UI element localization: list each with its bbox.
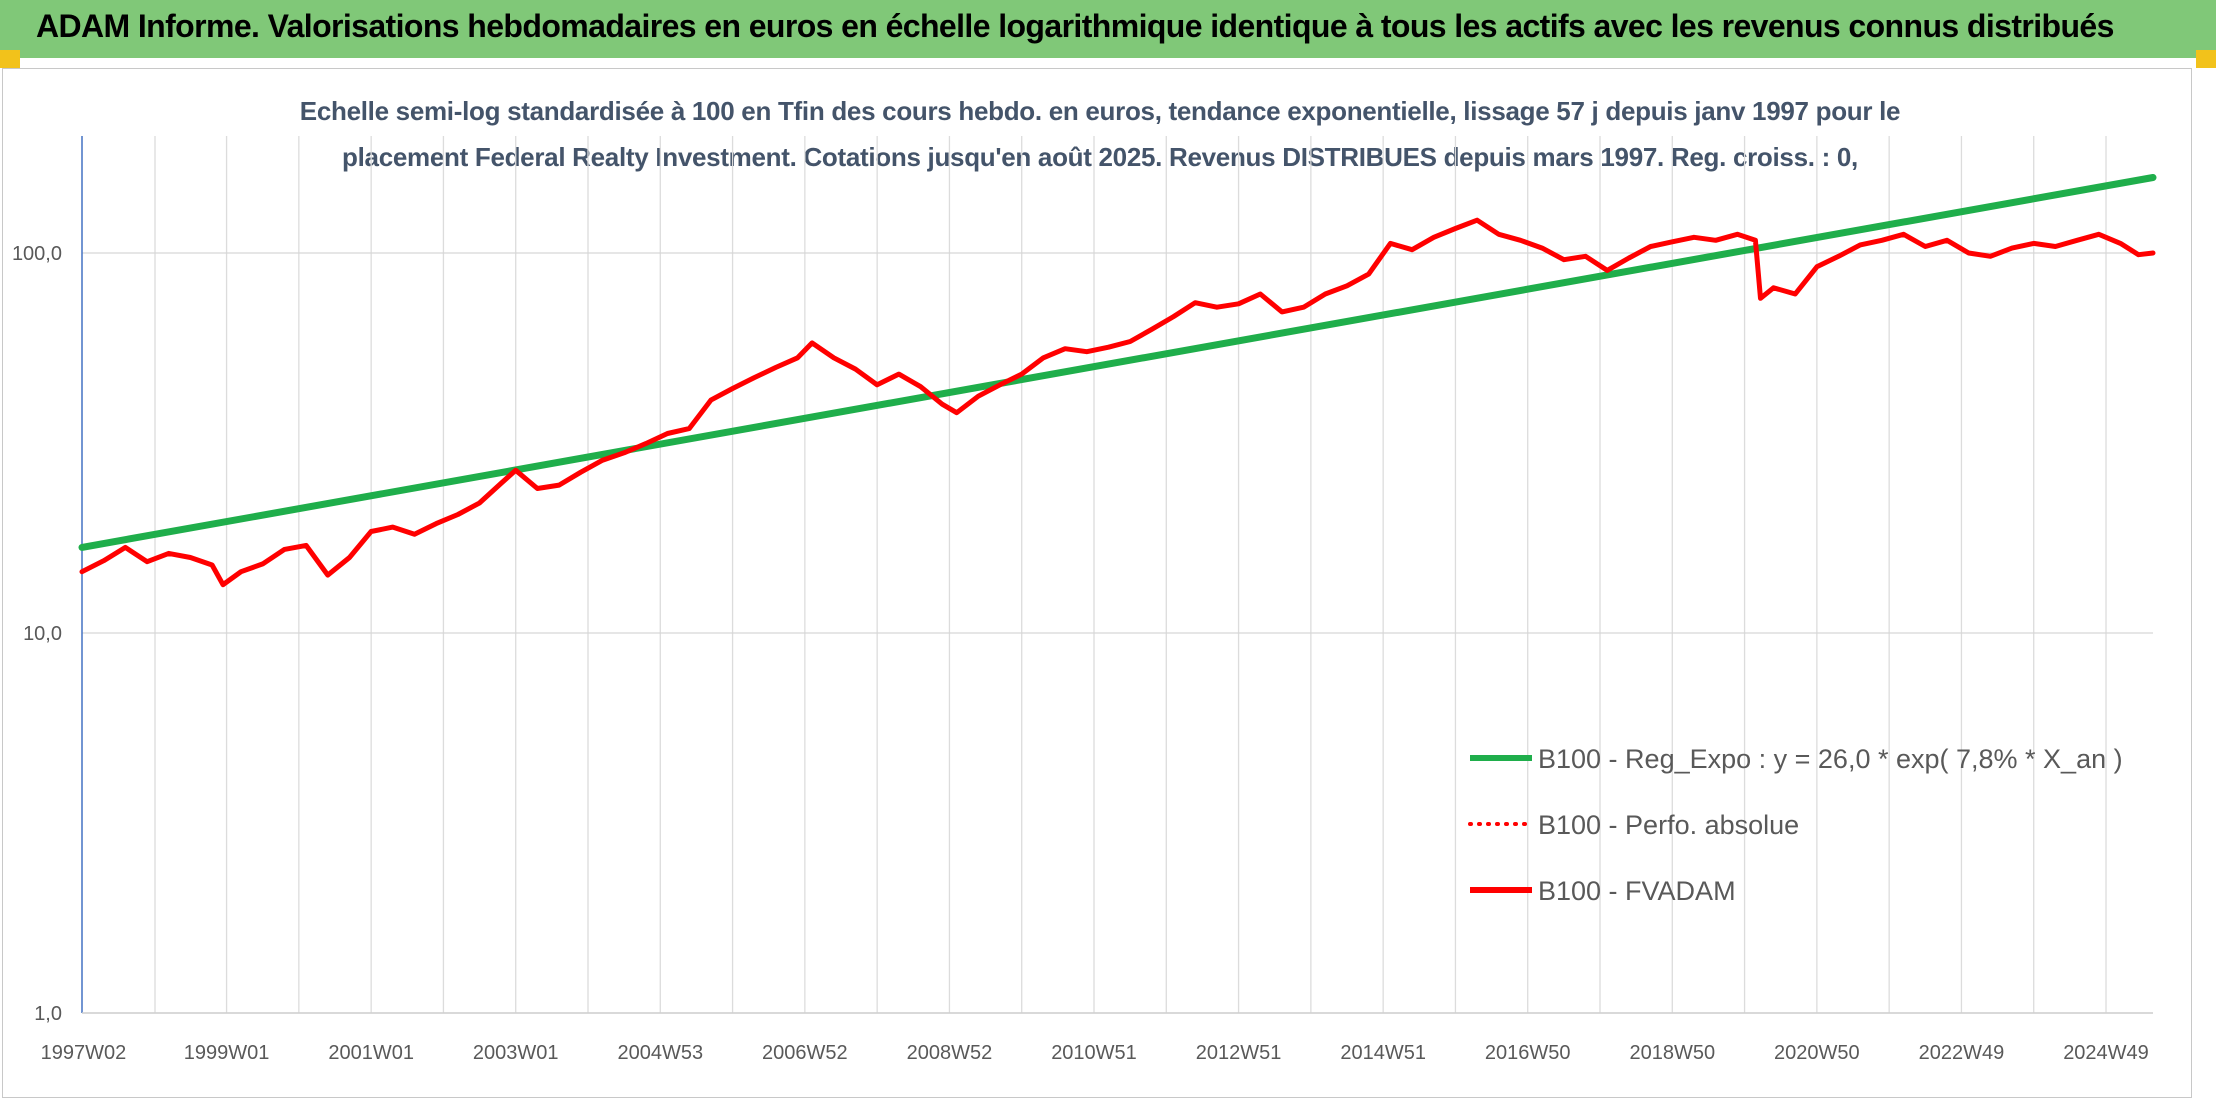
chart-title-line-1: Echelle semi-log standardisée à 100 en T…: [299, 96, 1901, 126]
series-line-0: [78, 174, 2157, 551]
y-tick-label: 1,0: [34, 1003, 62, 1025]
x-tick-label: 2018W50: [1629, 1042, 1715, 1064]
chart-title-line-2: placement Federal Realty Investment. Cot…: [342, 142, 1858, 172]
x-tick-labels: 1997W02 1999W01 2001W01 2003W01 2004W53 2006W…: [41, 1042, 2149, 1064]
x-tick-label: 2004W53: [617, 1042, 703, 1064]
x-tick-label: 2012W51: [1196, 1042, 1282, 1064]
legend-label-1: B100 - Perfo. absolue: [1538, 810, 1799, 840]
y-tick-labels: 1,0 10,0 100,0: [12, 243, 62, 1025]
x-tick-label: 1997W02: [41, 1042, 127, 1064]
axes: [81, 136, 2153, 1014]
x-tick-label: 2001W01: [328, 1042, 414, 1064]
corner-marker-left: [0, 50, 20, 68]
x-tick-label: 2003W01: [473, 1042, 559, 1064]
chart-frame: [2, 68, 2192, 1098]
x-tick-label: 2016W50: [1485, 1042, 1571, 1064]
corner-marker-right: [2196, 50, 2216, 68]
series-layer: [78, 174, 2157, 588]
chart-legend: B100 - Reg_Expo : y = 26,0 * exp( 7,8% *…: [1468, 744, 2123, 906]
x-tick-label: 2020W50: [1774, 1042, 1860, 1064]
series-line-2: [79, 217, 2156, 588]
legend-label-0: B100 - Reg_Expo : y = 26,0 * exp( 7,8% *…: [1538, 744, 2123, 774]
legend-label-2: B100 - FVADAM: [1538, 876, 1736, 906]
x-tick-label: 2014W51: [1340, 1042, 1426, 1064]
report-title: ADAM Informe. Valorisations hebdomadaire…: [36, 8, 2114, 44]
y-tick-label: 10,0: [23, 623, 62, 645]
y-gridlines: [82, 252, 2153, 1014]
x-tick-label: 2010W51: [1051, 1042, 1137, 1064]
x-tick-label: 1999W01: [184, 1042, 270, 1064]
x-tick-label: 2024W49: [2063, 1042, 2149, 1064]
x-tick-label: 2022W49: [1919, 1042, 2005, 1064]
y-tick-label: 100,0: [12, 243, 62, 265]
x-tick-label: 2008W52: [907, 1042, 993, 1064]
x-gridlines: [154, 136, 2107, 1013]
x-tick-label: 2006W52: [762, 1042, 848, 1064]
report-header: ADAM Informe. Valorisations hebdomadaire…: [0, 0, 2216, 58]
